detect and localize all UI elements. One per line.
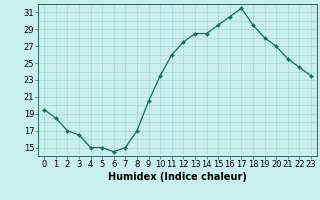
X-axis label: Humidex (Indice chaleur): Humidex (Indice chaleur) <box>108 172 247 182</box>
